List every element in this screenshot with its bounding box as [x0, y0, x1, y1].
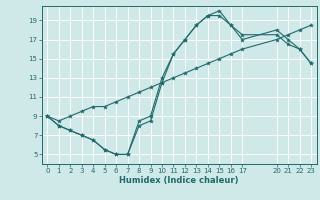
X-axis label: Humidex (Indice chaleur): Humidex (Indice chaleur): [119, 176, 239, 185]
